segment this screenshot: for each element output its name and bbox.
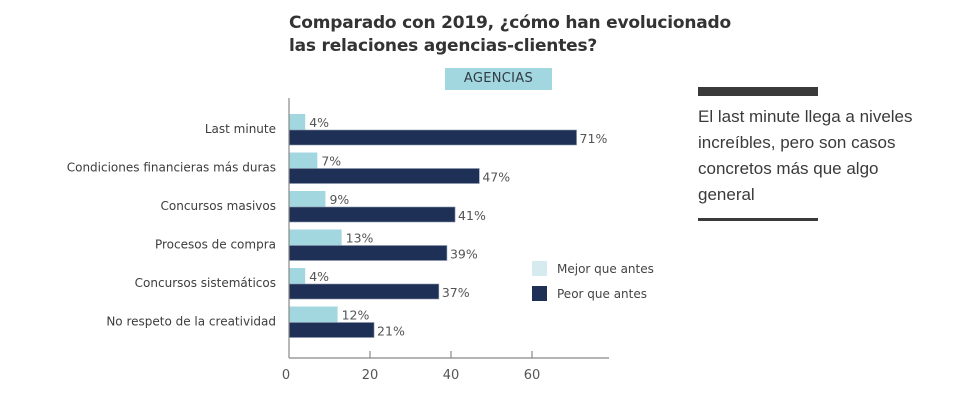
- value-label-mejor: 12%: [342, 308, 370, 323]
- bar-mejor-que-antes: [289, 152, 318, 169]
- legend: Mejor que antes Peor que antes: [532, 261, 654, 301]
- category-labels: Last minute Condiciones financieras más d…: [67, 122, 276, 329]
- x-tick-label: 60: [524, 368, 541, 383]
- agencias-badge: AGENCIAS: [445, 68, 552, 90]
- bar-mejor-que-antes: [289, 114, 306, 130]
- legend-label: Peor que antes: [557, 287, 647, 301]
- bar-peor-que-antes: [288, 129, 577, 146]
- legend-label: Mejor que antes: [557, 262, 654, 276]
- chart-title-line-2: las relaciones agencias-clientes?: [289, 36, 598, 56]
- x-tick-label: 40: [443, 368, 460, 383]
- legend-swatch: [532, 286, 547, 301]
- x-tick-label: 20: [362, 368, 379, 383]
- pull-quote: El last minute llega a niveles increíble…: [698, 107, 913, 204]
- category-label: Procesos de compra: [155, 238, 276, 252]
- bar-peor-que-antes: [288, 245, 448, 261]
- chart-title: Comparado con 2019, ¿cómo han evoluciona…: [289, 12, 731, 58]
- x-tick-label: 0: [282, 368, 290, 383]
- value-label-peor: 21%: [377, 324, 405, 339]
- category-label: Last minute: [205, 122, 276, 136]
- bar-mejor-que-antes: [289, 306, 338, 323]
- legend-swatch: [532, 261, 547, 276]
- axes: 0 20 40 60: [282, 98, 609, 383]
- value-labels: 4% 71% 7% 47% 9% 41% 13% 39% 4% 37% 12% 21%: [309, 115, 607, 339]
- category-label: No respeto de la creatividad: [106, 315, 276, 329]
- bar-peor-que-antes: [288, 168, 480, 184]
- bar-mejor-que-antes: [289, 229, 342, 246]
- value-label-peor: 47%: [482, 170, 510, 185]
- bar-peor-que-antes: [288, 322, 375, 338]
- quote-top-rule: [698, 87, 818, 96]
- value-label-mejor: 7%: [321, 154, 341, 169]
- category-label: Concursos masivos: [161, 199, 276, 213]
- value-label-mejor: 13%: [346, 231, 374, 246]
- chart-title-line-1: Comparado con 2019, ¿cómo han evoluciona…: [289, 13, 731, 33]
- bar-peor-que-antes: [288, 206, 456, 223]
- value-label-peor: 71%: [580, 131, 608, 146]
- category-label: Concursos sistemáticos: [135, 276, 276, 290]
- value-label-mejor: 9%: [329, 192, 349, 207]
- value-label-peor: 37%: [442, 285, 470, 300]
- bar-mejor-que-antes: [289, 268, 306, 284]
- value-label-peor: 41%: [458, 208, 486, 223]
- value-label-mejor: 4%: [309, 269, 329, 284]
- value-label-peor: 39%: [450, 247, 478, 262]
- bar-mejor-que-antes: [289, 191, 326, 207]
- quote-bottom-rule: [698, 218, 818, 221]
- value-label-mejor: 4%: [309, 115, 329, 130]
- bars: [288, 114, 577, 338]
- category-label: Condiciones financieras más duras: [67, 161, 276, 175]
- bar-peor-que-antes: [288, 283, 440, 300]
